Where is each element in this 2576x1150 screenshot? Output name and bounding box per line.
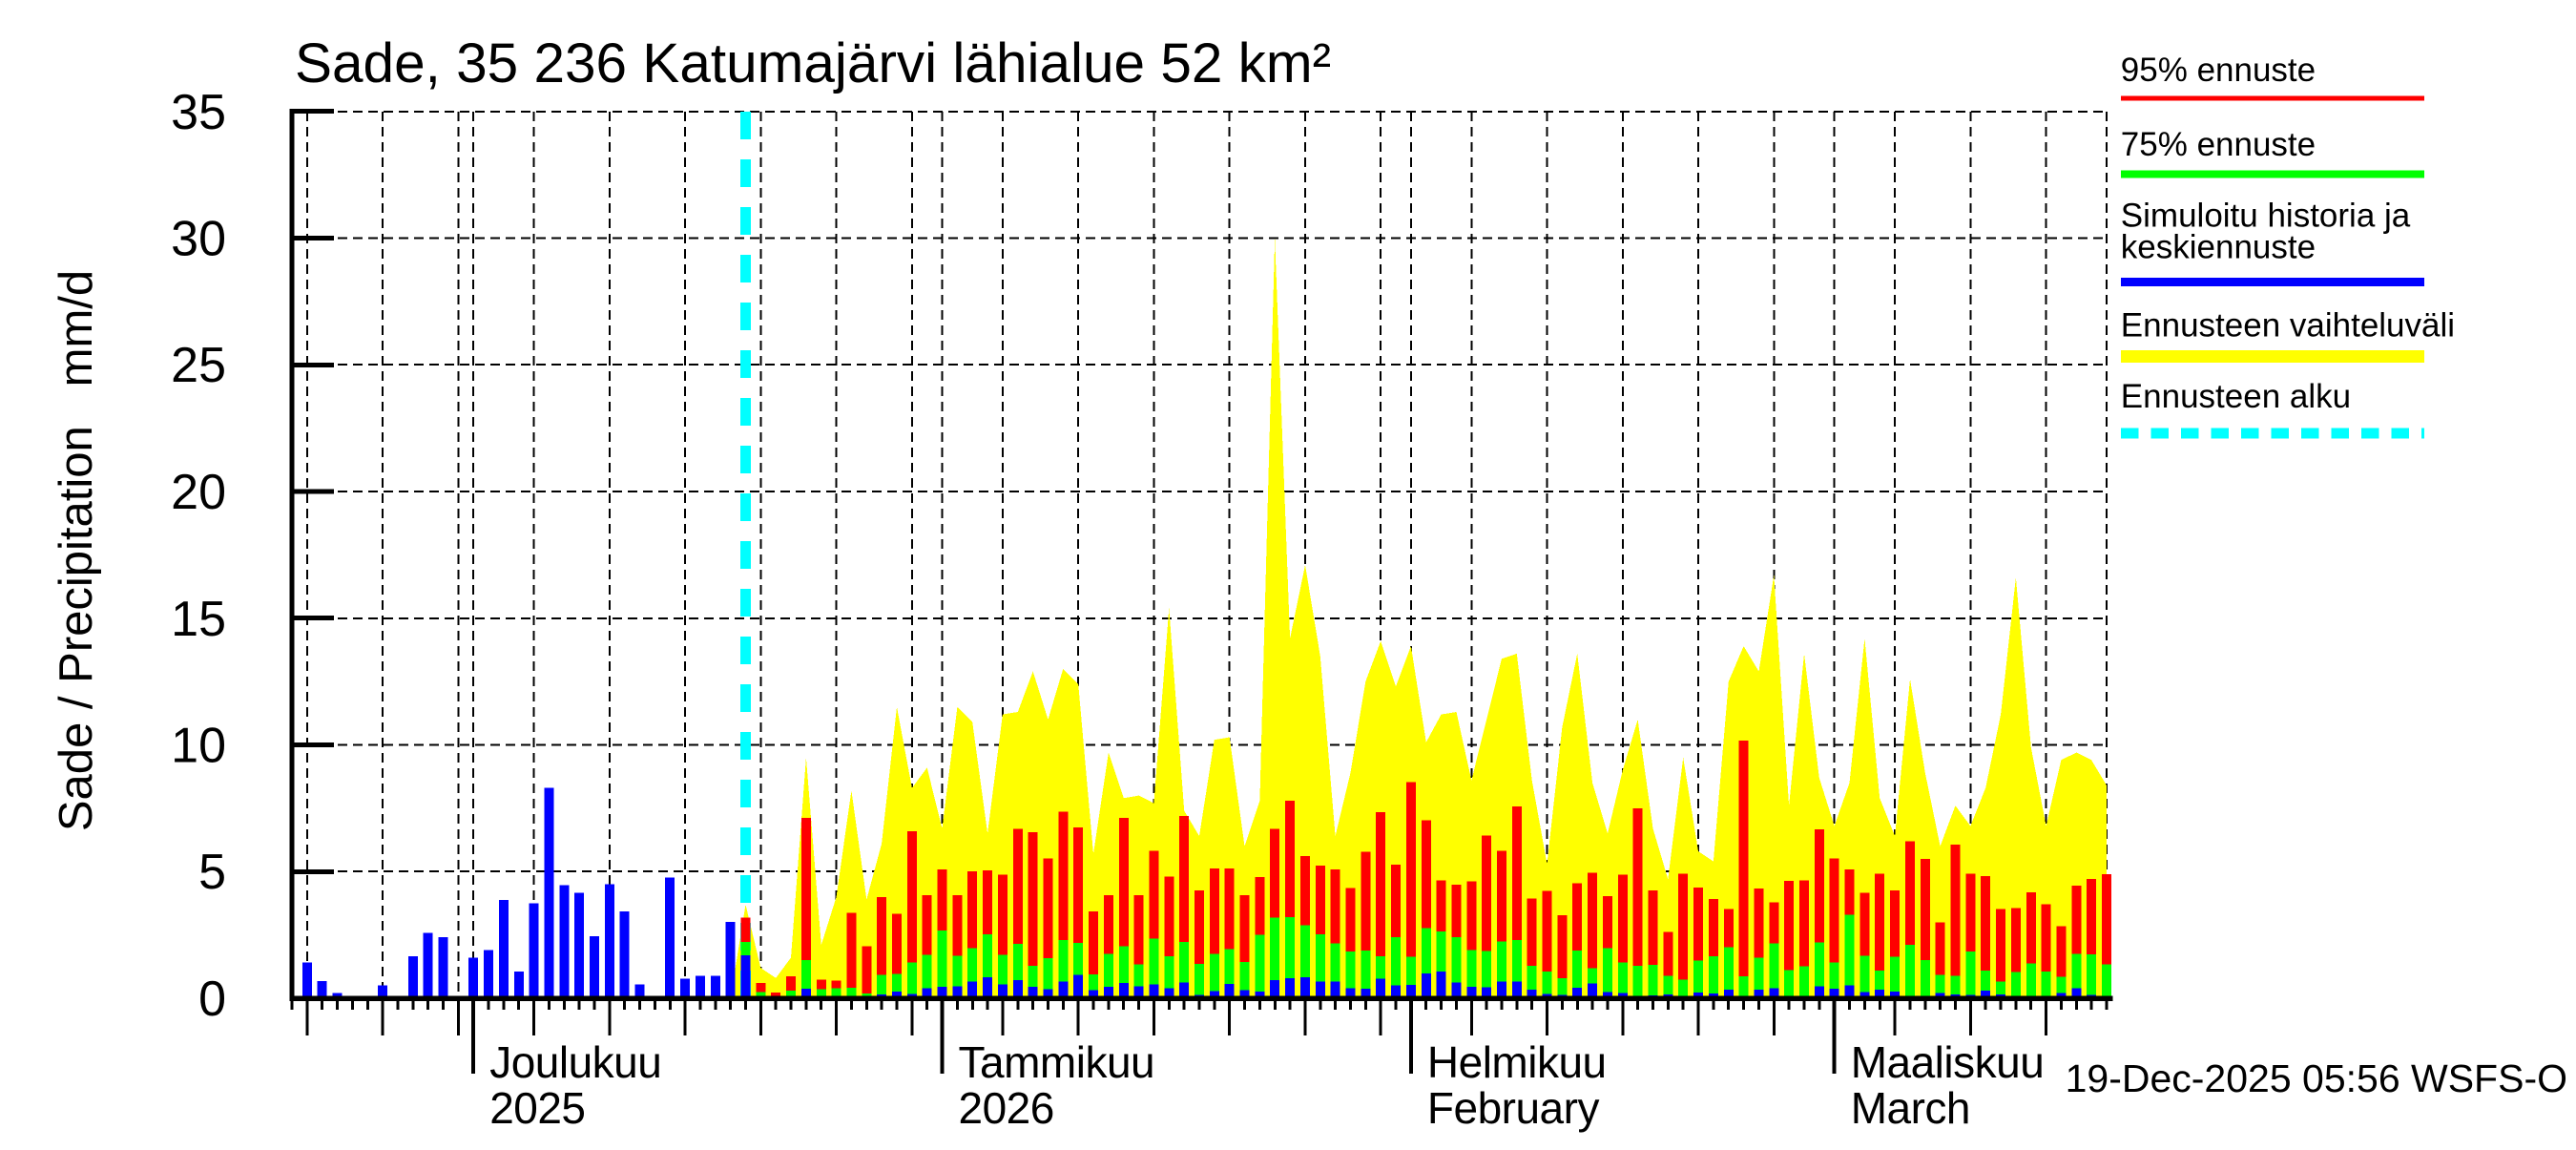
svg-text:30: 30 — [171, 212, 226, 267]
svg-text:Sade / Precipitation mm/d: Sade / Precipitation mm/d — [51, 270, 102, 831]
svg-text:Ennusteen vaihteluväli: Ennusteen vaihteluväli — [2121, 306, 2455, 344]
svg-text:10: 10 — [171, 719, 226, 774]
svg-text:75% ennuste: 75% ennuste — [2121, 126, 2316, 163]
svg-text:5: 5 — [198, 845, 226, 900]
svg-text:15: 15 — [171, 592, 226, 647]
svg-text:Helmikuu: Helmikuu — [1427, 1037, 1607, 1087]
svg-text:keskiennuste: keskiennuste — [2121, 229, 2316, 266]
svg-text:Joulukuu: Joulukuu — [489, 1037, 661, 1087]
svg-text:February: February — [1427, 1083, 1600, 1133]
svg-text:20: 20 — [171, 465, 226, 520]
svg-text:2025: 2025 — [489, 1083, 585, 1133]
svg-text:25: 25 — [171, 338, 226, 393]
svg-text:Maaliskuu: Maaliskuu — [1851, 1037, 2045, 1087]
svg-text:2026: 2026 — [959, 1083, 1054, 1133]
svg-text:Simuloitu historia ja: Simuloitu historia ja — [2121, 198, 2411, 235]
svg-text:March: March — [1851, 1083, 1970, 1133]
svg-text:Tammikuu: Tammikuu — [959, 1037, 1155, 1087]
svg-text:95% ennuste: 95% ennuste — [2121, 52, 2316, 89]
svg-text:Sade, 35 236 Katumajärvi lähia: Sade, 35 236 Katumajärvi lähialue 52 km² — [295, 32, 1331, 94]
svg-text:Ennusteen alku: Ennusteen alku — [2121, 378, 2351, 415]
svg-text:0: 0 — [198, 972, 226, 1027]
svg-text:19-Dec-2025 05:56 WSFS-O: 19-Dec-2025 05:56 WSFS-O — [2066, 1056, 2567, 1100]
svg-text:35: 35 — [171, 85, 226, 140]
